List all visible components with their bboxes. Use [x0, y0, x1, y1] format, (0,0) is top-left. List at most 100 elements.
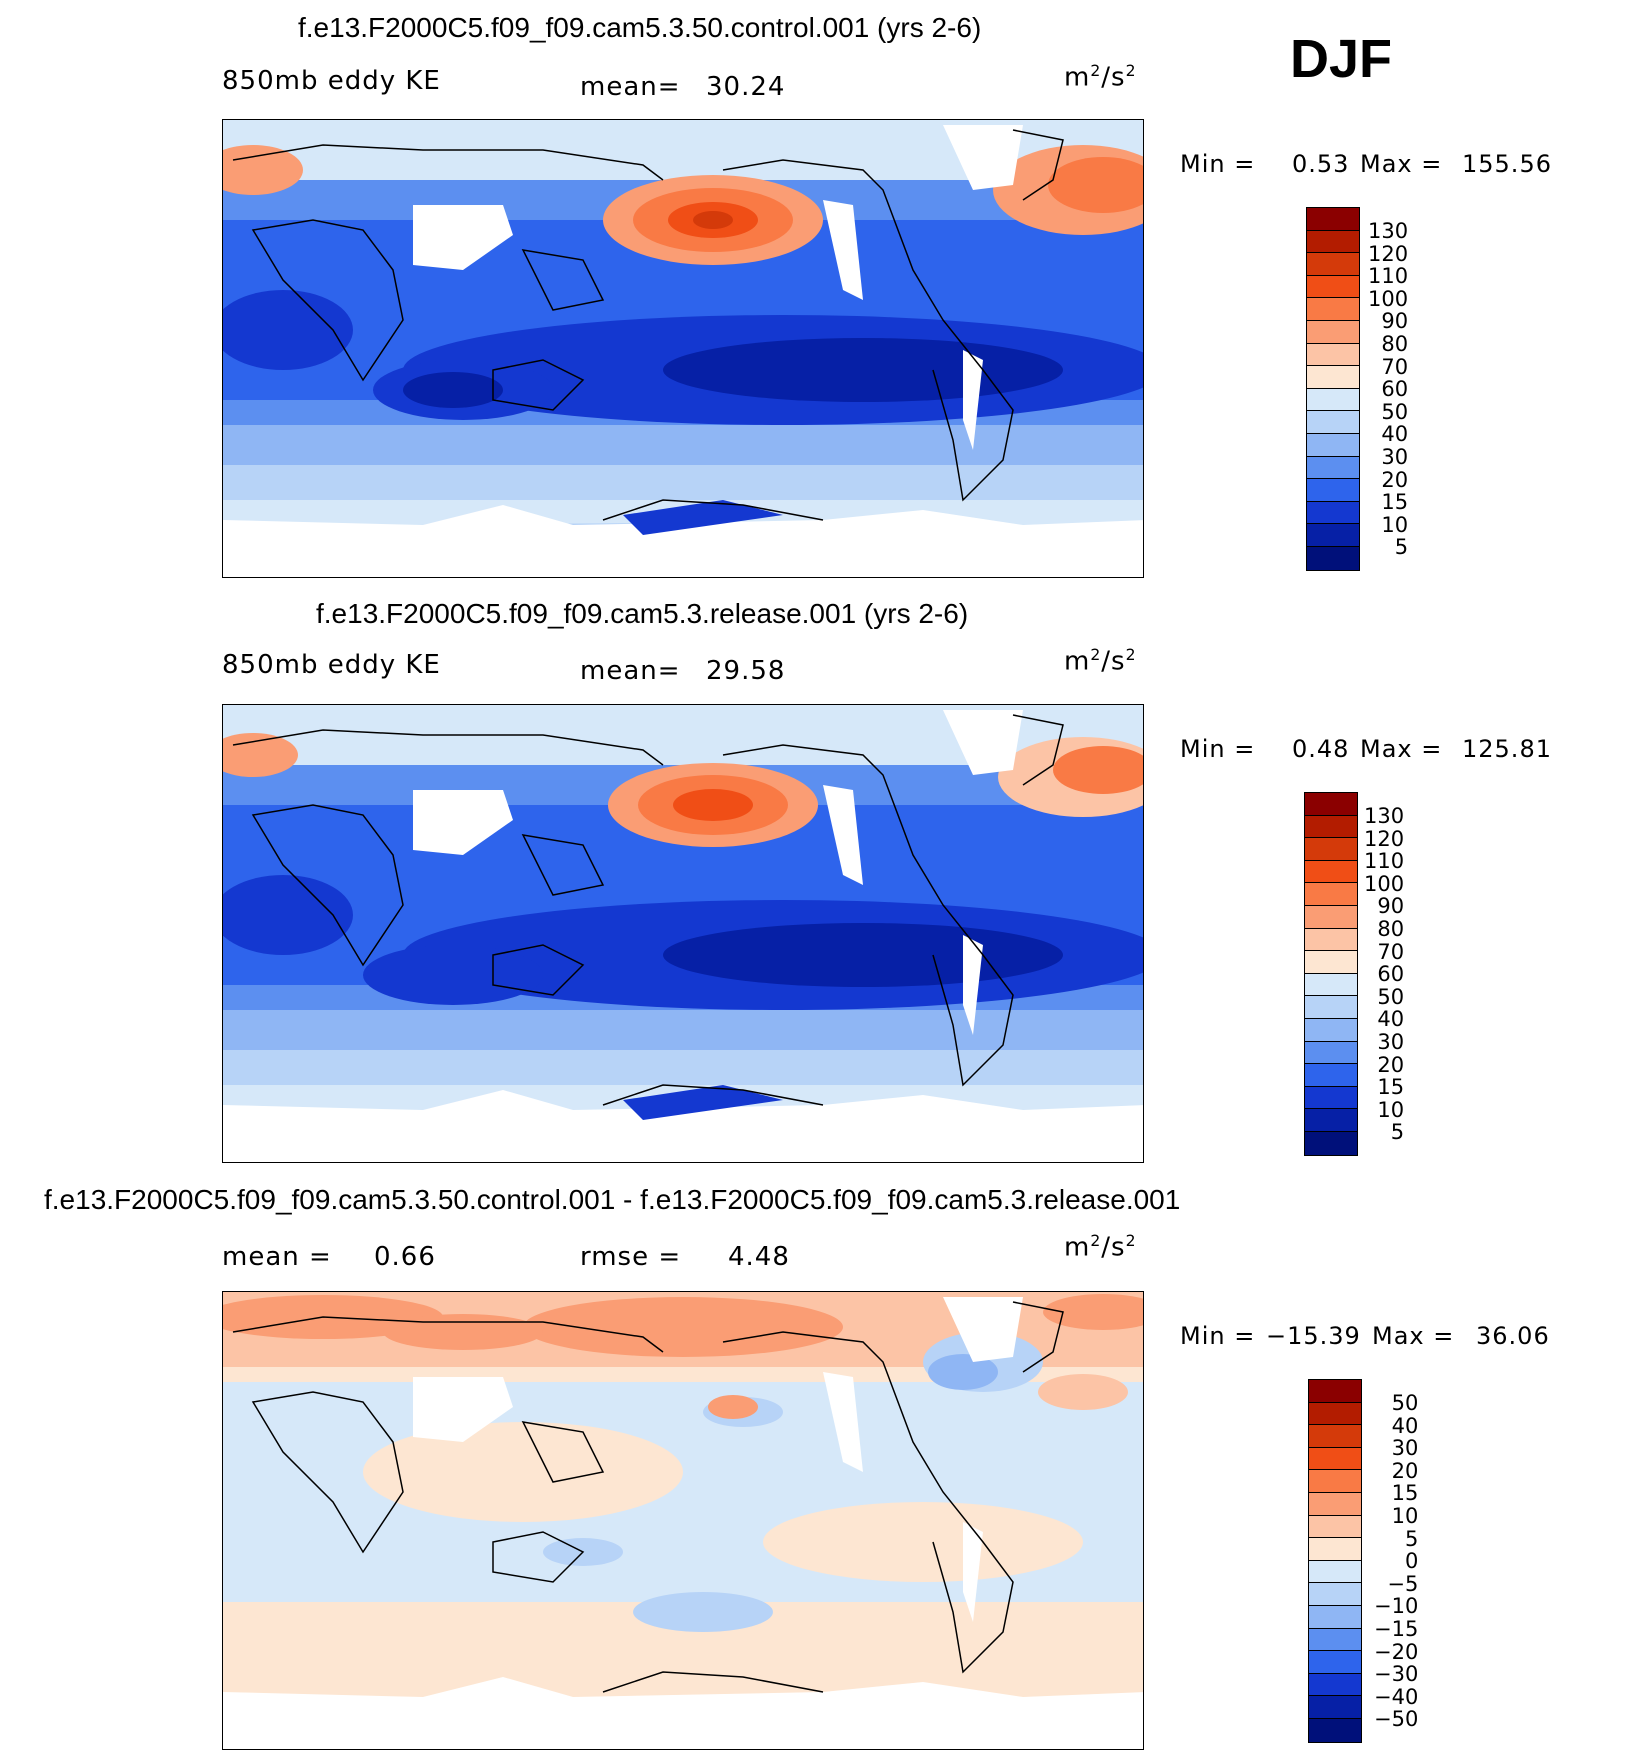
colorbar-tick-label: 80 [1381, 331, 1409, 356]
colorbar-tick-label: 20 [1391, 1458, 1419, 1483]
panel-2-map-field [223, 705, 1143, 1162]
colorbar-swatch [1307, 298, 1359, 321]
colorbar-tick-label: −30 [1374, 1662, 1419, 1687]
panel-2-min-label: Min = [1180, 735, 1256, 763]
colorbar-tick-label: 30 [1391, 1436, 1419, 1461]
colorbar-swatch [1305, 793, 1357, 816]
colorbar-tick-label: 120 [1368, 241, 1409, 266]
colorbar-tick-label: 70 [1377, 939, 1405, 964]
colorbar-tick-label: 40 [1377, 1007, 1405, 1032]
colorbar-swatch [1305, 838, 1357, 861]
colorbar-tick-label: 10 [1391, 1503, 1419, 1528]
colorbar-swatch [1305, 996, 1357, 1019]
panel-2-title: f.e13.F2000C5.f09_f09.cam5.3.release.001… [316, 598, 969, 629]
panel-2-colorbar-ticks: 130 120 110 100 90 80 70 60 50 40 30 20 15 10 5 [1364, 805, 1404, 1144]
panel-2-colorbar [1304, 792, 1358, 1156]
colorbar-tick-label: 110 [1364, 849, 1405, 874]
colorbar-tick-label: 130 [1368, 219, 1409, 243]
colorbar-tick-label: 100 [1364, 871, 1405, 896]
colorbar-swatch [1305, 1109, 1357, 1132]
colorbar-swatch [1307, 253, 1359, 276]
colorbar-swatch [1309, 1515, 1361, 1539]
colorbar-swatch [1305, 1086, 1357, 1110]
colorbar-swatch [1307, 388, 1359, 412]
colorbar-swatch [1305, 973, 1357, 997]
colorbar-swatch [1309, 1673, 1361, 1697]
colorbar-swatch [1307, 320, 1359, 344]
colorbar-swatch [1309, 1425, 1361, 1448]
panel-1-variable: 850mb eddy KE [222, 66, 441, 96]
colorbar-tick-label: −20 [1374, 1639, 1419, 1664]
colorbar-tick-label: −50 [1374, 1707, 1419, 1732]
panel-3-mean-value: 0.66 [374, 1242, 436, 1272]
colorbar-tick-label: 10 [1381, 512, 1409, 537]
panel-3-map [222, 1291, 1144, 1750]
colorbar-swatch [1309, 1447, 1361, 1471]
panel-3-min-value: −15.39 [1266, 1322, 1361, 1350]
colorbar-tick-label: 90 [1377, 894, 1405, 919]
colorbar-swatch [1305, 928, 1357, 952]
colorbar-tick-label: 40 [1381, 422, 1409, 447]
colorbar-tick-label: 50 [1391, 1391, 1419, 1415]
panel-2-mean-label: mean= [580, 656, 681, 686]
panel-2-mean-value: 29.58 [706, 656, 786, 686]
panel-3-colorbar [1308, 1379, 1362, 1743]
panel-3-colorbar-ticks: 50 40 30 20 15 10 5 0 −5 −10 −15 −20 −30 −40 −50 [1374, 1392, 1418, 1731]
colorbar-swatch [1307, 433, 1359, 457]
panel-1-max-label: Max = [1360, 150, 1443, 178]
panel-3-min-label: Min = [1180, 1322, 1256, 1350]
colorbar-tick-label: 5 [1394, 535, 1409, 560]
panel-2-max-label: Max = [1360, 735, 1443, 763]
colorbar-swatch [1309, 1696, 1361, 1719]
colorbar-tick-label: 15 [1381, 490, 1409, 515]
colorbar-swatch [1307, 343, 1359, 367]
colorbar-tick-label: 40 [1391, 1413, 1419, 1438]
colorbar-tick-label: 5 [1404, 1526, 1419, 1551]
colorbar-swatch [1309, 1583, 1361, 1606]
colorbar-tick-label: 50 [1381, 399, 1409, 424]
panel-1-min-label: Min = [1180, 150, 1256, 178]
panel-3-rmse-label: rmse = [580, 1242, 682, 1272]
panel-2-max-value: 125.81 [1462, 735, 1552, 763]
colorbar-swatch [1305, 860, 1357, 884]
colorbar-tick-label: 60 [1377, 962, 1405, 987]
colorbar-swatch [1307, 546, 1359, 570]
colorbar-swatch [1305, 905, 1357, 929]
colorbar-swatch [1307, 230, 1359, 254]
panel-3-units: m2/s2 [1064, 1232, 1137, 1263]
colorbar-swatch [1309, 1402, 1361, 1426]
colorbar-tick-label: −10 [1374, 1594, 1419, 1619]
colorbar-swatch [1305, 1131, 1357, 1155]
colorbar-swatch [1307, 501, 1359, 525]
colorbar-swatch [1309, 1380, 1361, 1403]
colorbar-swatch [1305, 883, 1357, 906]
colorbar-tick-label: 120 [1364, 826, 1405, 851]
panel-3-title: f.e13.F2000C5.f09_f09.cam5.3.50.control.… [44, 1184, 1181, 1215]
colorbar-swatch [1307, 208, 1359, 231]
panel-1-mean-label: mean= [580, 72, 681, 102]
colorbar-tick-label: −15 [1374, 1616, 1419, 1641]
colorbar-swatch [1309, 1651, 1361, 1674]
panel-1-map-field [223, 120, 1143, 577]
colorbar-swatch [1309, 1470, 1361, 1493]
colorbar-tick-label: 10 [1377, 1097, 1405, 1122]
panel-3-max-value: 36.06 [1476, 1322, 1550, 1350]
colorbar-tick-label: 15 [1377, 1075, 1405, 1100]
colorbar-tick-label: 90 [1381, 309, 1409, 334]
panel-1-min-value: 0.53 [1292, 150, 1350, 178]
colorbar-tick-label: 20 [1381, 467, 1409, 492]
season-label: DJF [1290, 29, 1393, 89]
colorbar-tick-label: 20 [1377, 1052, 1405, 1077]
panel-2-variable: 850mb eddy KE [222, 650, 441, 680]
panel-1-mean-value: 30.24 [706, 72, 786, 102]
colorbar-tick-label: 30 [1377, 1029, 1405, 1054]
colorbar-tick-label: 0 [1404, 1549, 1419, 1574]
colorbar-swatch [1307, 479, 1359, 502]
colorbar-swatch [1309, 1718, 1361, 1742]
colorbar-tick-label: 15 [1391, 1481, 1419, 1506]
colorbar-swatch [1307, 275, 1359, 299]
colorbar-swatch [1305, 1018, 1357, 1042]
colorbar-tick-label: 110 [1368, 264, 1409, 289]
colorbar-tick-label: 80 [1377, 916, 1405, 941]
panel-3-rmse-value: 4.48 [728, 1242, 790, 1272]
